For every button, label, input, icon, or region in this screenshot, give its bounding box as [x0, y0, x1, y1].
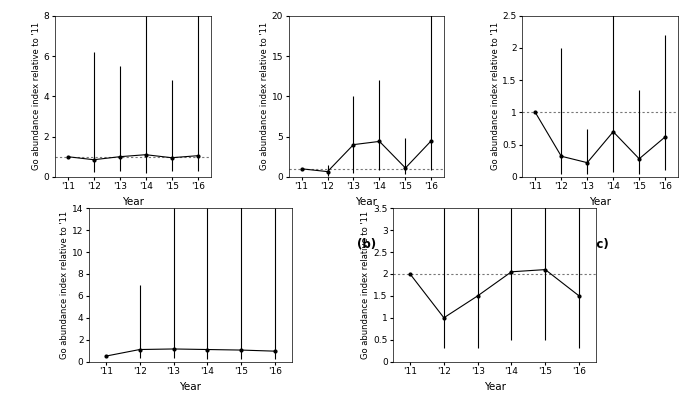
Y-axis label: Go abundance index relative to '11: Go abundance index relative to '11 — [60, 211, 69, 359]
X-axis label: Year: Year — [484, 382, 506, 392]
X-axis label: Year: Year — [356, 197, 377, 207]
Y-axis label: Go abundance index relative to '11: Go abundance index relative to '11 — [260, 22, 269, 170]
Y-axis label: Go abundance index relative to '11: Go abundance index relative to '11 — [490, 22, 499, 170]
Y-axis label: Go abundance index relative to '11: Go abundance index relative to '11 — [362, 211, 371, 359]
X-axis label: Year: Year — [589, 197, 611, 207]
Text: (b): (b) — [357, 238, 376, 251]
Y-axis label: Go abundance index relative to '11: Go abundance index relative to '11 — [32, 22, 40, 170]
Text: (a): (a) — [123, 238, 142, 251]
X-axis label: Year: Year — [179, 382, 201, 392]
X-axis label: Year: Year — [122, 197, 144, 207]
Text: (c): (c) — [591, 238, 609, 251]
